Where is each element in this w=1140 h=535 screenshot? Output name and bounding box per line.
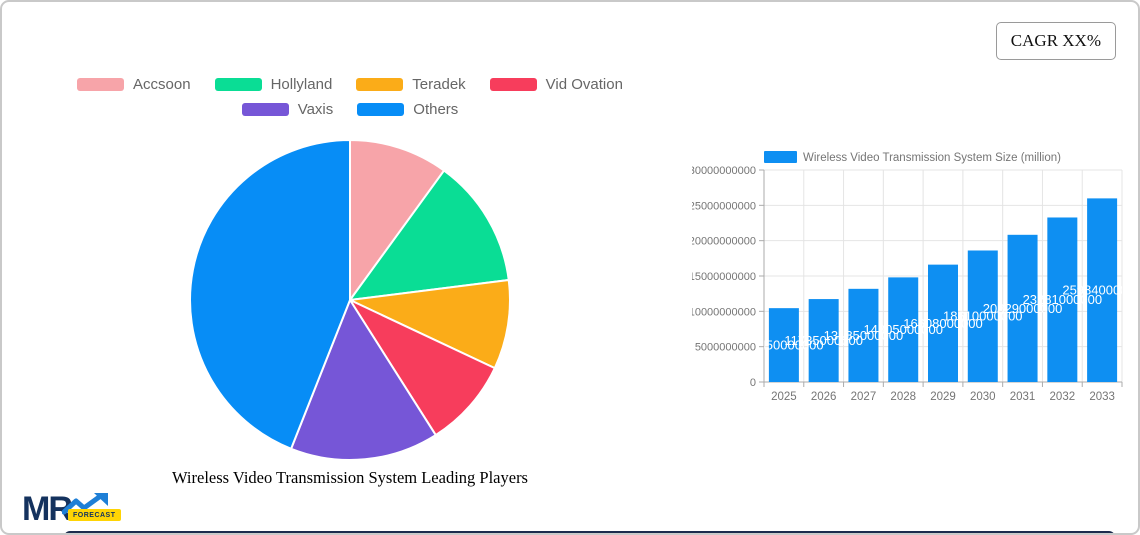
y-tick-label: 25000000000 [692,200,756,212]
bar-value-label: 11735000000 [784,333,863,348]
legend-swatch-others [357,103,405,116]
y-tick-label: 10000000000 [692,306,756,318]
bar-2027[interactable] [848,288,879,382]
legend-item-vaxis[interactable]: Vaxis [241,101,334,118]
legend-label: Vaxis [297,101,334,118]
bar-value-label: 16608000000 [903,316,983,331]
pie-slice-others[interactable] [189,139,351,450]
legend-label: Vid Ovation [545,76,623,93]
bar-value-label: 18610000000 [943,309,1023,324]
legend-swatch-teradek [356,78,404,91]
pie-slice-accsoon[interactable] [349,139,446,301]
legend-swatch-accsoon [77,78,125,91]
y-tick-label: 30000000000 [692,165,756,177]
y-tick-label: 20000000000 [692,236,756,248]
pie-legend: Accsoon Hollyland Teradek Vid Ovation Vaxis O… [30,76,670,118]
bar-2031[interactable] [1007,234,1038,382]
x-category-label: 2031 [1010,391,1036,403]
bar-value-label: 14805000000 [863,322,943,337]
bar-value-label: 25984000000 [1062,283,1140,298]
logo-badge: FORECAST [68,509,121,521]
trend-arrow-icon [62,493,108,515]
trend-arrow-head [94,493,108,506]
pie-slice-vaxis[interactable] [290,299,437,461]
x-category-label: 2033 [1089,391,1115,403]
legend-swatch-hollyland [214,78,262,91]
legend-item-accsoon[interactable]: Accsoon [77,76,191,93]
legend-swatch-vaxis [241,103,289,116]
x-category-label: 2026 [811,391,837,403]
x-category-label: 2028 [890,391,916,403]
bar-2028[interactable] [888,277,919,382]
bar-legend-swatch[interactable] [764,151,797,163]
x-category-label: 2027 [851,391,877,403]
pie-chart [189,139,511,461]
x-category-label: 2025 [771,391,797,403]
legend-item-vid-ovation[interactable]: Vid Ovation [489,76,623,93]
pie-slice-hollyland[interactable] [349,169,510,301]
bar-value-label: 23281000000 [1023,292,1103,307]
pie-slice-teradek[interactable] [349,278,511,370]
pie-chart-title: Wireless Video Transmission System Leadi… [172,468,528,487]
legend-item-hollyland[interactable]: Hollyland [214,76,333,93]
y-tick-label: 0 [750,377,756,389]
legend-label: Teradek [412,76,466,93]
x-category-label: 2032 [1050,391,1076,403]
pie-legend-row: Vaxis Others [241,101,458,118]
legend-swatch-vid-ovation [489,78,537,91]
footer-strip [64,531,1115,533]
bar-2026[interactable] [808,299,839,382]
trend-arrow-line [62,493,105,515]
y-tick-label: 5000000000 [695,342,756,354]
pie-legend-row: Accsoon Hollyland Teradek Vid Ovation [77,76,623,93]
pie-slice-vid-ovation[interactable] [349,299,496,437]
bar-chart: Wireless Video Transmission System Size … [692,151,1140,403]
bar-2032[interactable] [1047,217,1078,382]
bar-value-label: 20829000000 [983,301,1063,316]
x-category-label: 2029 [930,391,956,403]
bar-value-label: 13185000000 [824,328,904,343]
legend-label: Accsoon [133,76,191,93]
brand-logo[interactable]: MR FORECAST [22,491,132,531]
cagr-badge: CAGR XX% [995,22,1116,60]
bar-2030[interactable] [967,250,998,382]
y-tick-label: 15000000000 [692,271,756,283]
bar-legend-label[interactable]: Wireless Video Transmission System Size … [803,152,1061,164]
bar-value-label: 10450000000 [744,338,824,353]
bar-2025[interactable] [768,308,799,382]
legend-item-others[interactable]: Others [357,101,458,118]
legend-label: Hollyland [270,76,333,93]
legend-label: Others [413,101,459,118]
bar-2029[interactable] [928,264,958,382]
x-category-label: 2030 [970,391,996,403]
legend-item-teradek[interactable]: Teradek [356,76,466,93]
bar-2033[interactable] [1087,198,1118,382]
